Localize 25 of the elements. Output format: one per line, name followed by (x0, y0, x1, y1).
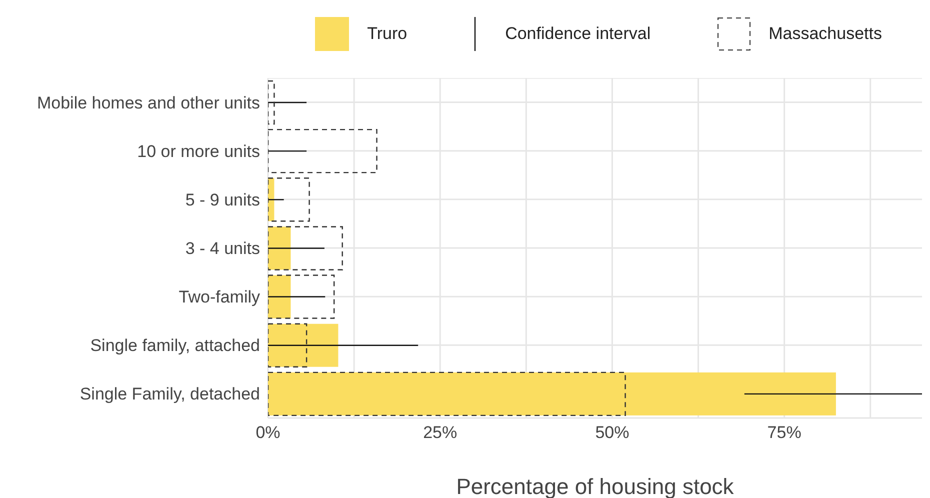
bar (268, 372, 836, 416)
legend-label: Truro (367, 24, 408, 44)
x-tick-label: 25% (423, 423, 458, 442)
legend-label: Massachusetts (768, 24, 882, 44)
y-tick-label: 5 - 9 units (185, 190, 260, 210)
bar (268, 178, 310, 222)
y-tick-label: 10 or more units (137, 142, 260, 161)
x-tick-label: 0% (256, 423, 280, 442)
bar (268, 128, 378, 174)
bar (268, 324, 338, 367)
y-tick-label: Single Family, detached (80, 384, 260, 404)
bar (268, 372, 626, 416)
bar (268, 275, 291, 318)
y-tick-label: Two-family (178, 288, 260, 307)
y-tick-label: Single family, attached (90, 336, 260, 356)
y-tick-label: 3 - 4 units (185, 239, 260, 258)
x-tick-label: 75% (767, 423, 802, 442)
text: Confidence interval (505, 24, 651, 44)
bar (268, 226, 343, 270)
bar (268, 323, 308, 368)
x-tick-label: 50% (595, 423, 630, 442)
bar (268, 80, 275, 125)
bar (268, 274, 335, 319)
y-tick-label: Mobile homes and other units (36, 93, 260, 112)
bar (268, 226, 291, 270)
